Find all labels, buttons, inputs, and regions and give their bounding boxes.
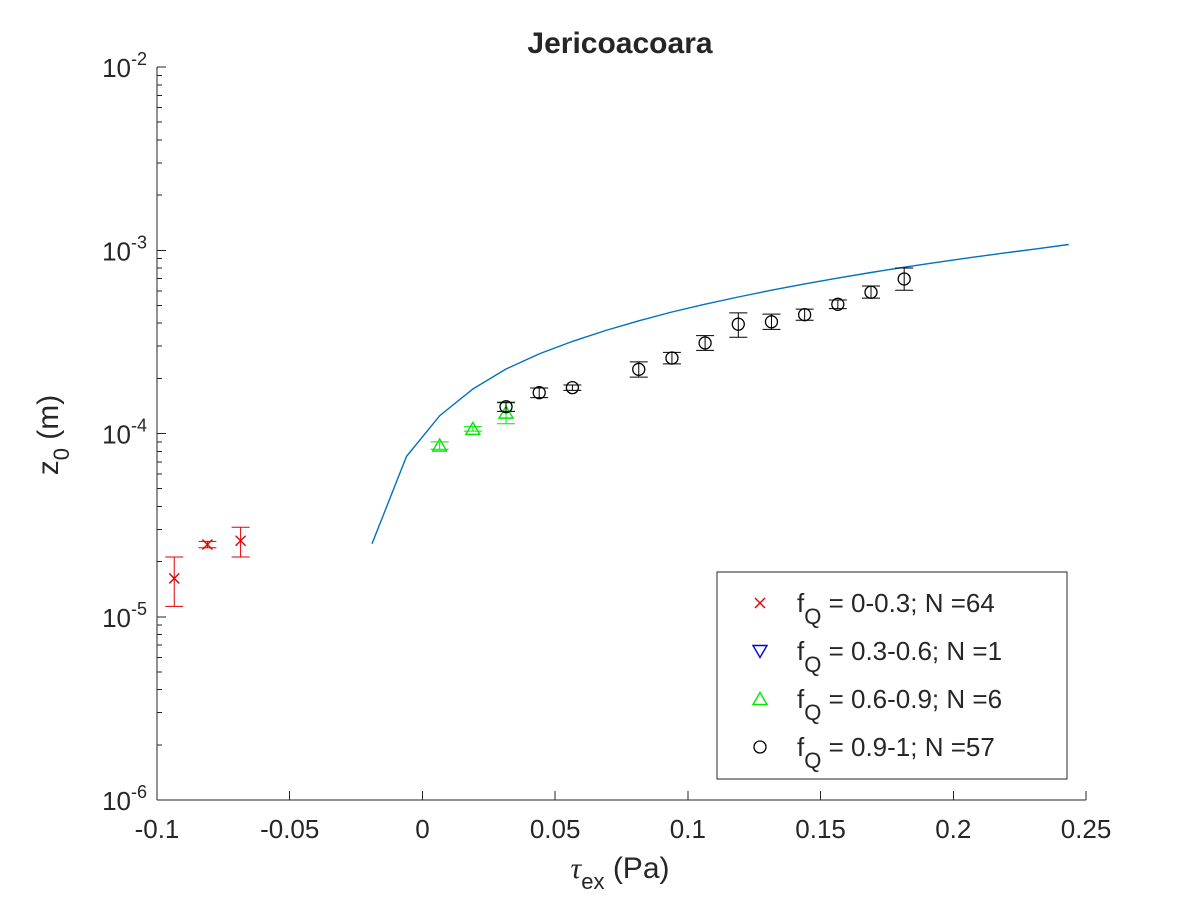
legend-marker — [751, 644, 769, 659]
x-tick-label: 0 — [415, 814, 429, 844]
data-point — [632, 362, 646, 376]
data-point — [431, 437, 448, 452]
error-bar — [231, 526, 250, 558]
x-tick-label: -0.05 — [260, 814, 319, 844]
x-tick-label: 0.2 — [935, 814, 971, 844]
data-point — [499, 400, 513, 414]
error-bar — [165, 556, 184, 607]
legend-entry: fQ = 0.3-0.6; N =1 — [751, 636, 1002, 677]
legend-label: fQ = 0.9-1; N =57 — [797, 732, 995, 773]
legend-label: fQ = 0-0.3; N =64 — [797, 588, 995, 629]
data-point — [731, 317, 745, 331]
data-point — [464, 420, 482, 436]
data-point — [532, 386, 546, 400]
error-bar — [895, 267, 914, 291]
legend-box — [716, 571, 1068, 780]
legend: fQ = 0-0.3; N =64 fQ = 0.3-0.6; N =1 fQ = … — [716, 571, 1068, 780]
error-bar — [696, 335, 715, 351]
y-tick-label: 10-4 — [102, 416, 147, 450]
y-tick-label: 10-5 — [102, 599, 147, 633]
data-point — [864, 285, 878, 299]
error-bar — [430, 441, 449, 450]
y-tick-label: 10-2 — [102, 49, 147, 83]
x-tick-label: -0.1 — [135, 814, 180, 844]
data-point — [565, 380, 580, 395]
y-tick-label: 10-3 — [102, 232, 147, 266]
legend-marker — [754, 597, 766, 609]
x-tick-label: 0.05 — [530, 814, 581, 844]
chart-title: Jericoacoara — [527, 27, 712, 60]
data-point — [665, 351, 679, 365]
data-point — [831, 297, 845, 311]
legend-label: fQ = 0.6-0.9; N =6 — [797, 684, 1002, 725]
axis-labels: τex (Pa) z0 (m) — [32, 395, 670, 894]
model-curve — [371, 243, 1069, 545]
legend-marker — [753, 740, 767, 754]
legend-label: fQ = 0.3-0.6; N =1 — [797, 636, 1002, 677]
error-bar — [729, 312, 748, 338]
x-tick-label: 0.15 — [795, 814, 846, 844]
error-bar — [463, 426, 482, 432]
x-tick-label: 0.25 — [1061, 814, 1112, 844]
error-bar — [629, 361, 648, 378]
legend-entry: fQ = 0.9-1; N =57 — [753, 732, 995, 773]
data-point — [235, 535, 247, 547]
data-point — [201, 538, 213, 550]
data-point — [797, 308, 812, 322]
error-bar — [828, 299, 847, 310]
legend-entry: fQ = 0-0.3; N =64 — [754, 588, 995, 629]
error-bar — [497, 401, 516, 412]
x-axis-label: τex (Pa) — [570, 852, 669, 894]
data-point — [168, 572, 180, 584]
error-bar — [762, 313, 781, 330]
curve-layer — [371, 243, 1069, 545]
x-tick-label: 0.1 — [670, 814, 706, 844]
marks-layer — [165, 267, 914, 607]
axes: -0.1 -0.05 0 0.05 0.1 0.15 0.2 0.25 10-6 10-5 10-4… — [102, 49, 1111, 844]
legend-marker — [751, 691, 769, 706]
data-point — [698, 336, 712, 350]
legend-entry: fQ = 0.6-0.9; N =6 — [751, 684, 1002, 725]
data-point — [897, 272, 911, 286]
y-tick-label: 10-6 — [102, 782, 147, 816]
error-bar — [530, 387, 549, 399]
data-point — [764, 315, 779, 329]
y-axis-label: z0 (m) — [32, 395, 74, 476]
